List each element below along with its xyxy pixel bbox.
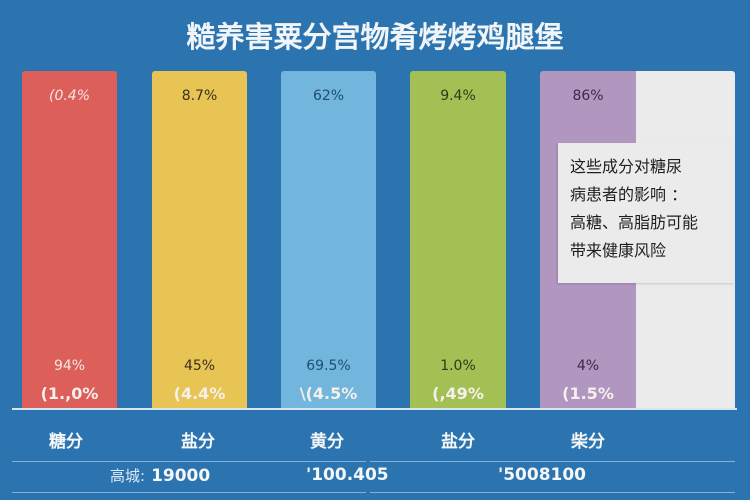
bar-paren-label: (4.4%	[173, 384, 226, 403]
divider	[370, 461, 735, 462]
annotation-line: 病患者的影响 ：	[570, 185, 688, 204]
bar-yellow: 62% 69.5% \(4.5%	[281, 71, 376, 408]
bar-percent-label: 1.0%	[440, 358, 476, 374]
bar-percent-label: 45%	[183, 358, 216, 374]
chart-title: 糙养害粟分宫物肴烤烤鸡腿堡	[186, 20, 564, 54]
bar-paren-label: (1.5%	[562, 384, 614, 403]
bar-paren-label: (,49%	[432, 384, 484, 403]
annotation-line: 这些成分对糖尿	[570, 157, 683, 176]
bar-top-label: 86%	[572, 88, 604, 104]
category-label: 糖分	[49, 432, 83, 452]
value-3: '5008100	[498, 465, 587, 485]
value-number: 19000	[151, 466, 211, 486]
bar-salt: 8.7% 45% (4.4%	[152, 71, 247, 408]
bar-top-label: 8.7%	[181, 88, 218, 104]
category-label: 盐分	[441, 432, 475, 452]
bar-paren-label: (1.,0%	[40, 384, 99, 403]
divider	[12, 461, 366, 462]
value-1: 高城: 19000	[110, 465, 210, 486]
bar-salt-2: 9.4% 1.0% (,49%	[410, 71, 506, 408]
bar-sugar: (0.4% 94% (1.,0%	[22, 71, 117, 408]
category-label: 盐分	[181, 432, 215, 452]
bar-top-label: 62%	[312, 88, 345, 104]
annotation-line: 带来健康风险	[570, 241, 667, 260]
bar-percent-label: 4%	[576, 358, 600, 374]
bar-top-label: (0.4%	[48, 88, 91, 104]
divider	[370, 492, 735, 493]
category-label: 柴分	[571, 432, 605, 452]
bar-percent-label: 69.5%	[306, 358, 351, 374]
value-2: '100.405	[306, 465, 389, 485]
bar-top-label: 9.4%	[440, 88, 476, 104]
category-label: 黄分	[310, 432, 344, 452]
value-label: 高城:	[110, 467, 146, 485]
annotation-box: 这些成分对糖尿 病患者的影响 ： 高糖、高脂肪可能 带来健康风险	[558, 143, 734, 283]
annotation-line: 高糖、高脂肪可能	[570, 213, 699, 232]
divider	[12, 492, 366, 493]
bar-paren-label: \(4.5%	[299, 384, 358, 403]
bar-percent-label: 94%	[53, 358, 86, 374]
x-axis-baseline	[12, 408, 737, 410]
